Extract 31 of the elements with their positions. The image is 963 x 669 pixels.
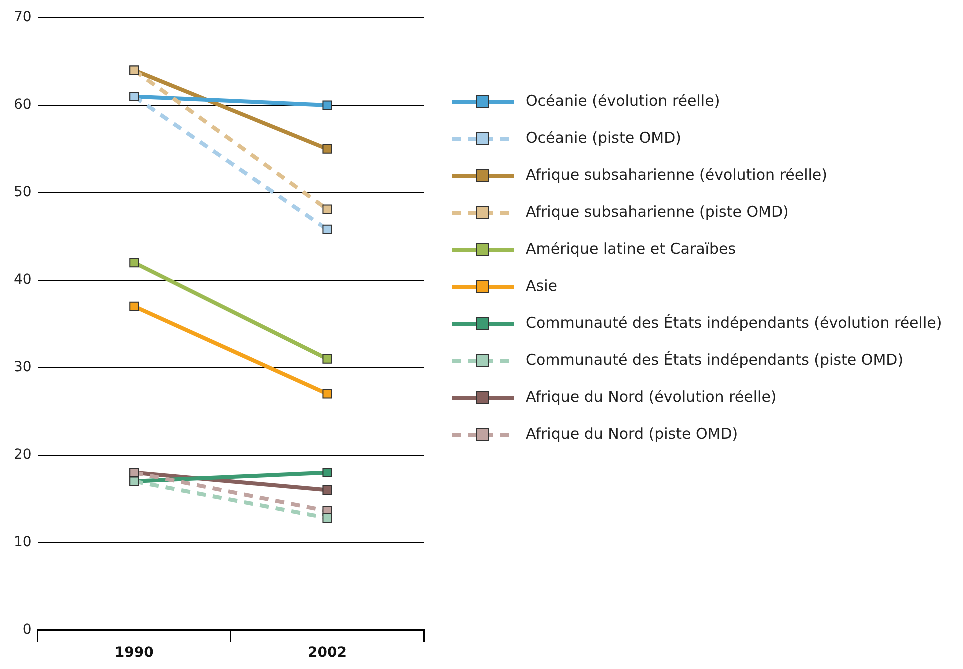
point: [322, 486, 332, 496]
legend-label: Afrique subsaharienne (piste OMD): [526, 202, 789, 221]
point: [322, 224, 332, 234]
legend-label: Communauté des États indépendants (évolution réelle): [526, 314, 942, 332]
point: [322, 204, 332, 214]
legend-label: Amérique latine et Caraïbes: [526, 240, 736, 258]
y-tick-label: 50: [14, 184, 32, 201]
y-tick-label: 20: [14, 446, 32, 463]
y-tick-label: 0: [22, 622, 32, 638]
y-tick-label: 40: [14, 272, 32, 288]
point: [322, 468, 332, 478]
y-tick-label: 60: [14, 97, 32, 114]
point: [322, 100, 332, 110]
point: [322, 144, 332, 154]
legend-label: Océanie (piste OMD): [526, 128, 682, 147]
legend-label: Afrique du Nord (piste OMD): [526, 424, 738, 443]
point: [322, 354, 332, 364]
y-tick-label: 10: [14, 534, 32, 550]
legend-label: Océanie (évolution réelle): [526, 92, 720, 110]
x-tick-label: 2002: [308, 645, 347, 662]
legend-label: Communauté des États indépendants (piste OMD): [526, 350, 904, 369]
point: [322, 514, 332, 523]
legend-label: Asie: [526, 276, 558, 295]
y-tick-label: 70: [14, 10, 32, 26]
y-tick-label: 30: [14, 359, 32, 376]
legend-label: Afrique subsaharienne (évolution réelle): [526, 166, 828, 184]
point: [130, 302, 140, 312]
point: [130, 258, 140, 268]
x-tick-label: 1990: [114, 645, 154, 662]
legend-label: Afrique du Nord (évolution réelle): [526, 388, 777, 406]
point: [322, 389, 332, 399]
